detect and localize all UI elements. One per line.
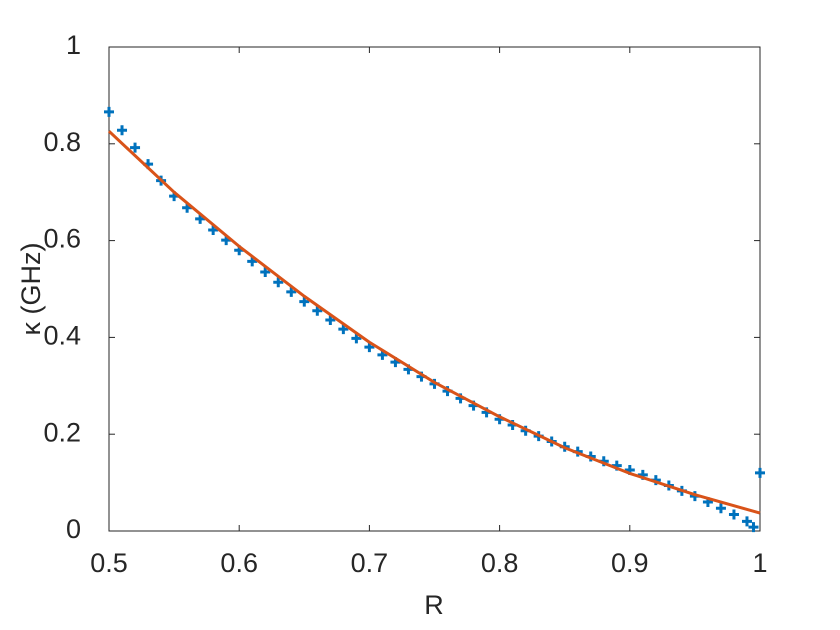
scatter-point — [260, 267, 271, 278]
scatter-point — [351, 333, 362, 344]
x-axis-label: R — [424, 590, 444, 620]
x-tick-label: 0.9 — [611, 548, 649, 578]
x-tick-label: 0.7 — [351, 548, 389, 578]
y-tick-label: 1 — [66, 30, 81, 60]
y-tick-label: 0 — [66, 514, 81, 544]
y-tick-label: 0.6 — [43, 224, 81, 254]
y-tick-label: 0.8 — [43, 127, 81, 157]
scatter-point — [117, 125, 128, 136]
scatter-point — [338, 324, 349, 335]
y-tick-label: 0.2 — [43, 417, 81, 447]
scatter-point — [741, 516, 752, 527]
x-tick-label: 0.6 — [220, 548, 258, 578]
y-tick-label: 0.4 — [43, 321, 81, 351]
scatter-point — [312, 305, 323, 316]
scatter-point — [748, 522, 759, 533]
scatter-point — [273, 277, 284, 288]
x-tick-label: 0.5 — [90, 548, 128, 578]
y-axis-label: κ (GHz) — [16, 243, 46, 336]
scatter-point — [715, 503, 726, 514]
scatter-point — [299, 296, 310, 307]
plot-box — [108, 46, 761, 532]
scatter-point — [286, 286, 297, 297]
x-tick-label: 1 — [752, 548, 767, 578]
scatter-point — [104, 106, 114, 117]
fit-line — [107, 130, 761, 515]
scatter-point — [755, 467, 765, 478]
scatter-point — [130, 142, 141, 153]
scatter-point — [728, 509, 739, 520]
scatter-point — [325, 314, 336, 325]
x-tick-label: 0.8 — [481, 548, 519, 578]
